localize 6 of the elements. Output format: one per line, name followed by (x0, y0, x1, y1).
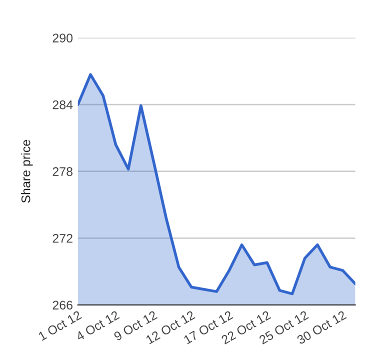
y-tick-label: 266 (52, 300, 72, 310)
y-tick-label: 278 (52, 167, 72, 176)
y-axis-title: Share price (21, 140, 33, 203)
y-tick-label: 284 (52, 100, 73, 110)
y-tick-label: 290 (52, 34, 73, 42)
y-tick-label: 272 (52, 234, 72, 243)
